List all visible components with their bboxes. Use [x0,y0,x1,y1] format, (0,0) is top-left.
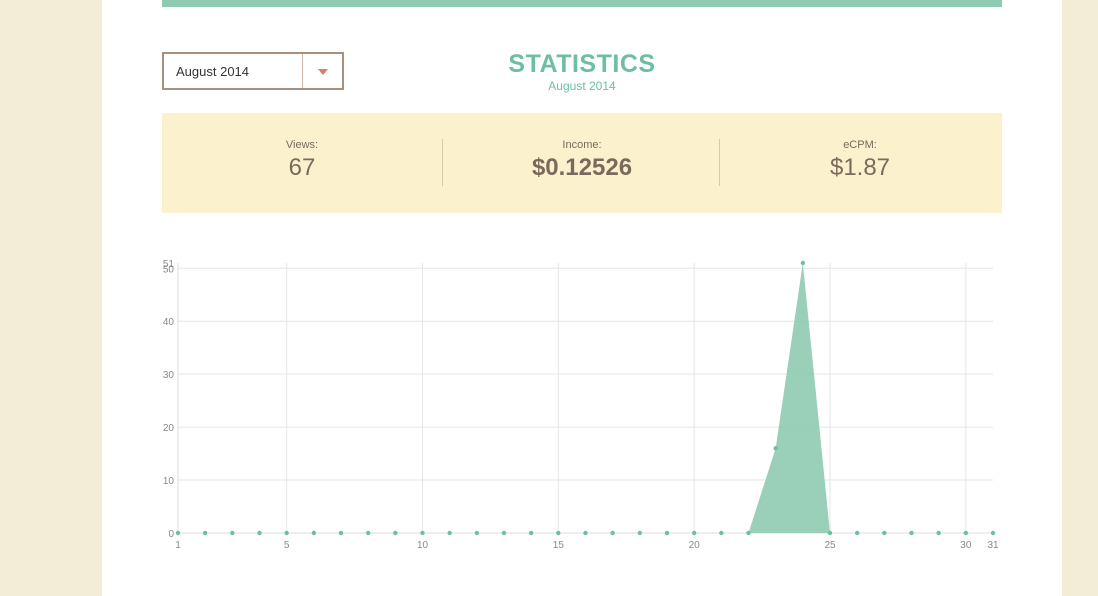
ecpm-value: $1.87 [829,154,891,181]
data-point [230,530,235,536]
views-label: Views: [285,139,319,151]
select-divider [302,54,303,88]
data-point [746,530,751,536]
data-point [501,530,507,536]
x-tick-label: 5 [284,540,290,551]
y-tick-label: 51 [163,259,175,270]
x-tick-label: 25 [824,540,836,551]
data-point [528,530,534,536]
data-point [257,530,262,536]
top-accent-bar [162,0,1002,7]
data-point [420,530,425,536]
x-tick-label: 15 [553,540,565,551]
page-subtitle: August 2014 [548,79,616,93]
chevron-down-icon[interactable] [318,69,328,75]
stats-summary: Views: 67 Income: $0.12526 eCPM: $1.87 [162,113,1002,213]
x-tick-label: 1 [175,540,181,551]
x-tick-label: 31 [987,540,999,551]
data-point [365,530,371,536]
data-point [854,530,860,536]
data-point [719,530,724,536]
income-label: Income: [562,139,602,151]
income-stat: Income: $0.12526 [442,139,722,182]
y-tick-label: 50 [163,264,175,275]
data-point [338,530,344,536]
data-point [800,260,806,266]
y-tick-label: 20 [163,423,175,434]
data-point [556,530,561,536]
y-tick-label: 10 [163,476,175,487]
stat-divider [719,139,720,186]
y-tick-label: 30 [163,370,175,381]
y-tick-label: 0 [168,529,174,540]
data-point [284,530,289,536]
x-tick-label: 30 [960,540,972,551]
data-point [827,530,833,536]
data-point [909,530,914,536]
ecpm-label: eCPM: [843,139,877,151]
data-point [610,530,615,536]
views-value: 67 [288,154,316,181]
data-point [311,530,317,536]
ecpm-stat: eCPM: $1.87 [720,139,1000,182]
data-point [773,446,778,451]
data-point [691,530,697,536]
content-panel: August 2014 STATISTICS August 2014 Views… [102,0,1062,596]
data-point [202,530,208,536]
area-series [178,263,993,533]
data-point [583,530,588,536]
data-point [963,530,969,536]
x-tick-label: 10 [417,540,429,551]
views-stat: Views: 67 [162,139,442,182]
month-select[interactable]: August 2014 [162,52,344,90]
page-title: STATISTICS [508,50,656,78]
data-point [664,530,670,536]
income-value: $0.12526 [531,154,633,181]
data-point [175,530,181,536]
data-point [474,530,480,536]
x-tick-label: 20 [689,540,701,551]
stat-divider [442,139,443,186]
data-point [882,530,887,536]
data-point [990,530,996,536]
data-point [393,530,398,536]
data-point [637,530,643,536]
month-select-value: August 2014 [176,64,250,79]
y-tick-label: 40 [163,317,175,328]
data-point [447,530,452,536]
data-point [936,530,941,536]
